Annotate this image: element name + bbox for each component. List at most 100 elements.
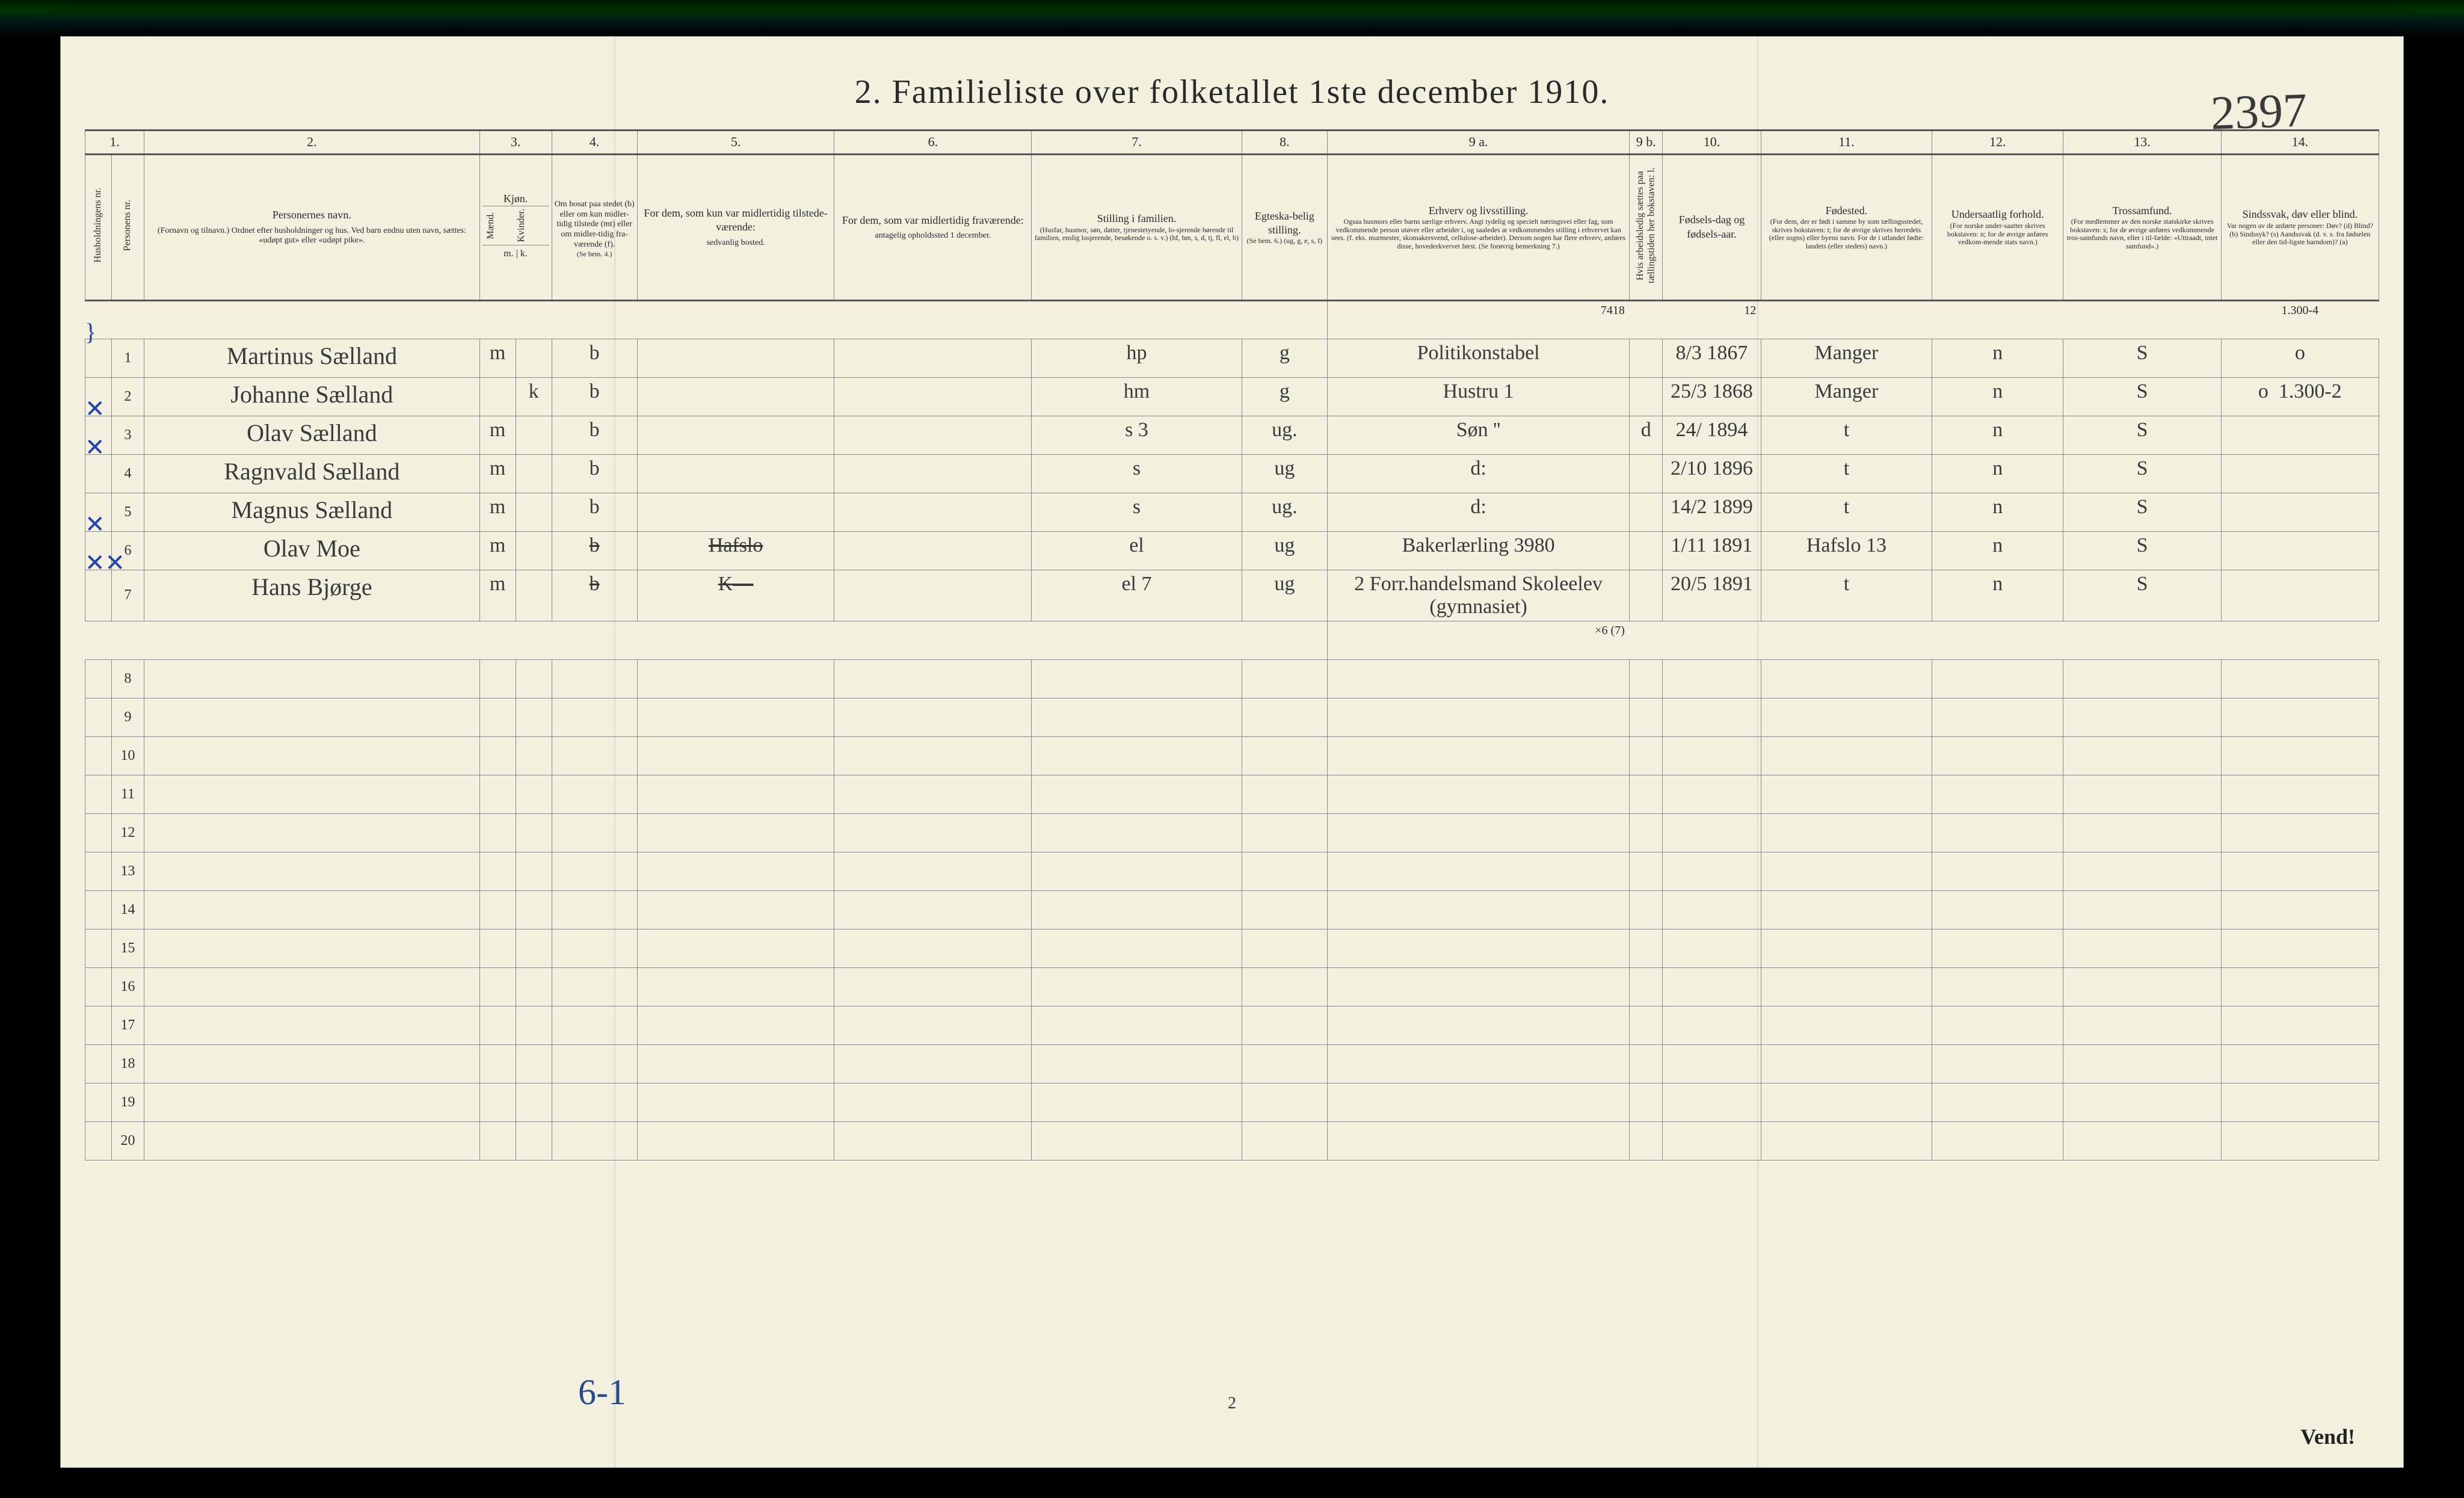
cell-c6 [834,454,1032,493]
cell-sex-m: m [479,531,516,570]
cell-blank [637,967,834,1006]
cell-blank [516,852,552,890]
footer-vend: Vend! [2300,1424,2355,1449]
cell-c11: Manger [1761,339,1932,377]
header-c11: Fødested. (For dem, der er født i samme … [1761,154,1932,300]
header-c11-sub: (For dem, der er født i samme by som tæl… [1764,218,1929,251]
cell-blank [552,967,637,1006]
cell-household-nr [85,698,112,736]
cell-blank [516,1006,552,1044]
cell-blank [1663,1083,1761,1121]
cell-blank [1761,659,1932,698]
cell-blank [479,1083,516,1121]
cell-blank [479,659,516,698]
cell-blank [552,736,637,775]
cell-blank [2063,1121,2221,1160]
cell-blank [2221,967,2379,1006]
cell-person-nr: 8 [111,659,144,698]
cell-blank [1242,775,1327,813]
header-c5-title: For dem, som kun var midlertidig tilsted… [644,207,827,233]
cell-blank [552,929,637,967]
cell-blank [2221,698,2379,736]
cell-blank [834,929,1032,967]
cell-blank [1932,775,2063,813]
header-sex: Kjøn. Mænd. Kvinder. m. | k. [479,154,552,300]
cell-blank [552,698,637,736]
cell-bosat: b [552,454,637,493]
cell-blank [1032,967,1242,1006]
table-row: 1 Martinus Sælland m b hp g Politikonsta… [85,339,2379,377]
cell-blank [1242,852,1327,890]
colnum-5: 5. [637,131,834,155]
cell-c11: t [1761,570,1932,621]
header-c13-title: Trossamfund. [2113,205,2172,217]
cell-blank [144,813,479,852]
cell-household-nr [85,570,112,621]
cell-blank [1032,775,1242,813]
cell-c12: n [1932,454,2063,493]
colnum-9a: 9 a. [1327,131,1630,155]
cell-blank [1630,890,1663,929]
cell-household-nr [85,659,112,698]
cell-name: Johanne Sælland [144,377,479,416]
cell-blank [1761,813,1932,852]
cell-blank [1242,659,1327,698]
cell-bosat: b [552,493,637,531]
cell-blank [1242,890,1327,929]
cell-bosat: b [552,416,637,454]
cell-person-nr: 15 [111,929,144,967]
cell-c9a: 2 Forr.handelsmand Skoleelev (gymnasiet) [1327,570,1630,621]
cell-c11: Manger [1761,377,1932,416]
cell-c9b [1630,531,1663,570]
cell-blank [479,813,516,852]
cell-c7: hm [1032,377,1242,416]
cell-blank [1663,736,1761,775]
cell-blank [834,813,1032,852]
cell-blank [1663,852,1761,890]
cell-blank [516,929,552,967]
cell-blank [1932,813,2063,852]
cell-blank [1761,698,1932,736]
cell-blank [1242,1121,1327,1160]
cell-blank [1932,1006,2063,1044]
annot-row7-under: ×6 (7) [1327,621,1630,659]
cell-c6 [834,570,1032,621]
cell-c13: S [2063,339,2221,377]
cell-blank [1242,1044,1327,1083]
cell-blank [516,698,552,736]
cell-blank [834,1006,1032,1044]
cell-c10: 24/ 1894 [1663,416,1761,454]
cell-c8: ug. [1242,493,1327,531]
cell-blank [637,698,834,736]
cell-sex-k [516,531,552,570]
header-sex-title: Kjøn. [504,193,528,205]
cell-blank [1630,1006,1663,1044]
cell-person-nr: 5 [111,493,144,531]
header-c14-title: Sindssvak, døv eller blind. [2243,208,2358,220]
cell-blank [2063,813,2221,852]
cell-blank [1630,813,1663,852]
cell-person-nr: 13 [111,852,144,890]
cell-blank [516,775,552,813]
cell-blank [1932,1044,2063,1083]
cell-blank [552,852,637,890]
cell-c10: 2/10 1896 [1663,454,1761,493]
cell-blank [144,1121,479,1160]
header-c14-sub: Var nogen av de anførte personer: Døv? (… [2224,222,2376,247]
table-row-blank: 20 [85,1121,2379,1160]
header-person-nr-label: Personens nr. [122,200,134,251]
table-row-blank: 8 [85,659,2379,698]
table-row-blank: 15 [85,929,2379,967]
colnum-10: 10. [1663,131,1761,155]
header-c9a-title: Erhverv og livsstilling. [1429,205,1529,217]
cell-blank [1761,929,1932,967]
annotation-row: 7418 12 1.300-4 [85,300,2379,339]
cell-blank [1242,813,1327,852]
cell-blank [2221,1006,2379,1044]
cell-blank [516,967,552,1006]
cell-blank [1663,813,1761,852]
cell-c5 [637,339,834,377]
table-row: 6 Olav Moe m b Hafslo el ug Bakerlærling… [85,531,2379,570]
cell-blank [479,1044,516,1083]
cell-blank [1327,929,1630,967]
